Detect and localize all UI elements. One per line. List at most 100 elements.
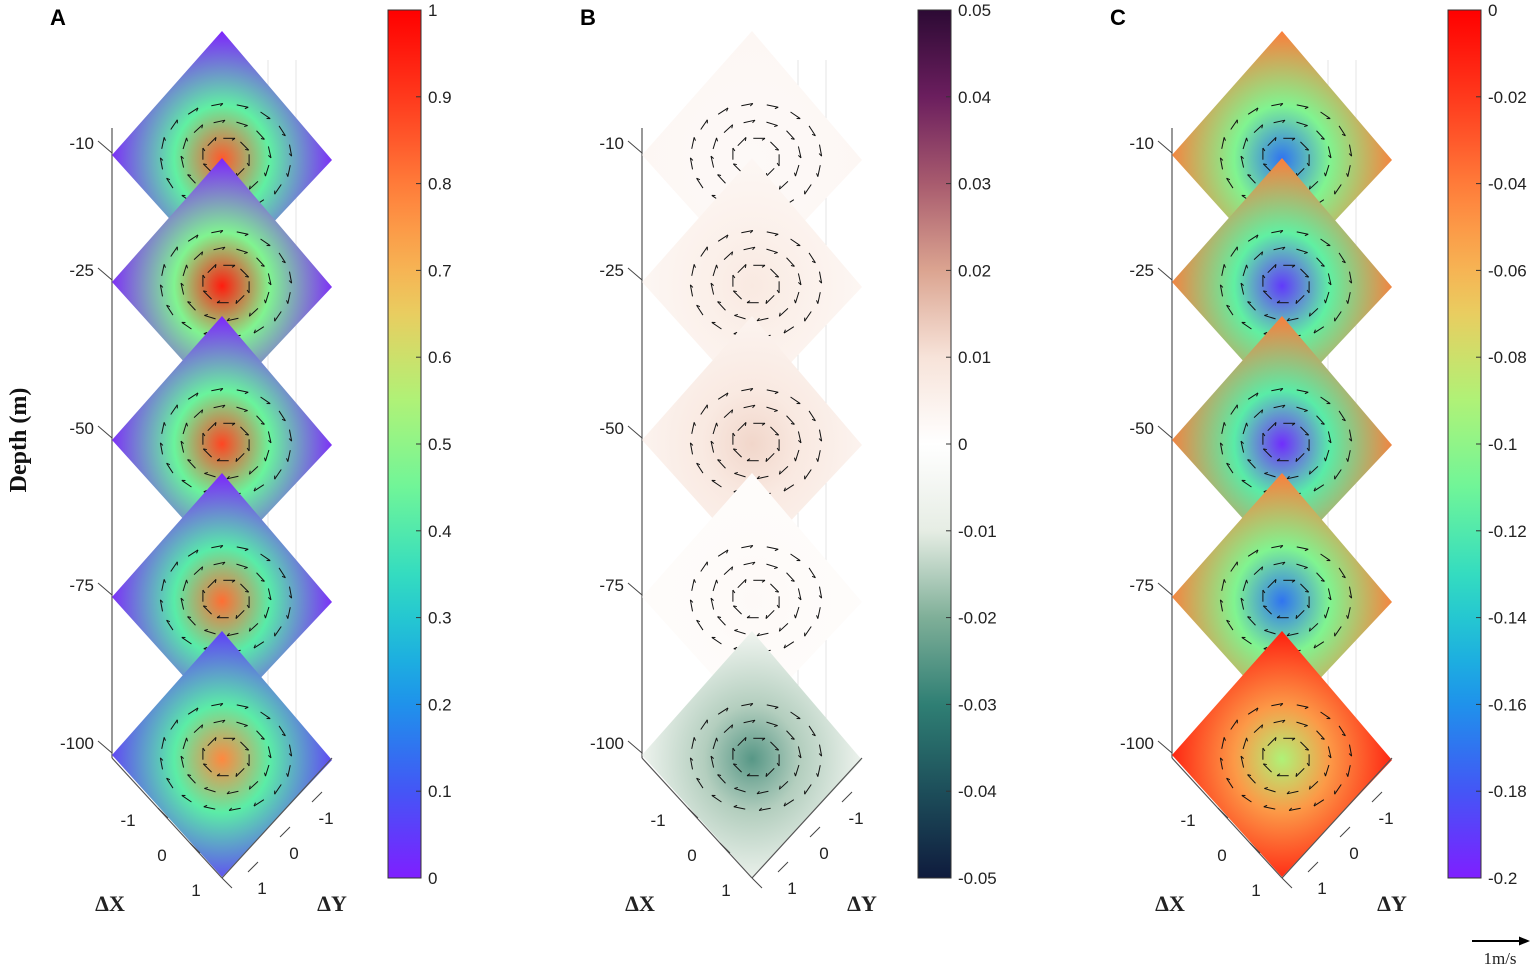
y-tick	[247, 861, 259, 873]
velocity-arrowhead	[790, 738, 795, 740]
velocity-arrowhead	[201, 409, 204, 414]
velocity-arrowhead	[244, 106, 249, 110]
depth-slice-1	[1172, 31, 1392, 277]
velocity-arrowhead	[260, 265, 265, 267]
velocity-arrowhead	[244, 548, 249, 552]
velocity-arrow	[226, 632, 239, 637]
velocity-arrow	[712, 264, 718, 277]
velocity-arrow	[288, 271, 293, 284]
velocity-arrowhead	[798, 155, 802, 159]
velocity-arrowhead	[696, 619, 701, 623]
velocity-arrowhead	[1274, 264, 1277, 269]
velocity-arrow	[797, 146, 802, 158]
velocity-arrowhead	[744, 579, 747, 584]
velocity-arrow	[1221, 579, 1225, 591]
velocity-arrow	[1241, 795, 1252, 803]
velocity-arrowhead	[693, 137, 696, 141]
x-axis-edge	[641, 757, 753, 879]
y-tick	[777, 861, 789, 873]
velocity-arrowhead	[765, 614, 768, 619]
velocity-arrow	[159, 284, 164, 297]
velocity-arrow	[737, 422, 747, 432]
velocity-arrowhead	[1263, 163, 1267, 166]
velocity-arrow	[741, 545, 753, 549]
velocity-arrowhead	[731, 409, 734, 414]
velocity-arrowhead	[1247, 459, 1252, 461]
velocity-arrowhead	[1246, 579, 1249, 584]
velocity-arrow	[804, 626, 812, 637]
velocity-arrowhead	[288, 153, 293, 157]
velocity-arrowhead	[1323, 172, 1326, 177]
velocity-arrow	[797, 431, 802, 443]
velocity-arrow	[817, 607, 821, 619]
velocity-arrowhead	[260, 738, 265, 740]
velocity-arrowhead	[222, 119, 226, 124]
x-tick-label: 0	[157, 846, 166, 865]
velocity-arrowhead	[811, 260, 816, 264]
depth-tick-label: -100	[60, 734, 94, 753]
velocity-arrow	[689, 284, 694, 297]
velocity-arrowhead	[1263, 331, 1268, 335]
velocity-arrow	[236, 104, 249, 108]
velocity-arrowhead	[180, 155, 184, 159]
colorbar-tick-label: -0.03	[958, 695, 997, 714]
velocity-arrowhead	[245, 148, 249, 151]
velocity-arrowhead	[818, 753, 823, 757]
velocity-arrow	[1242, 737, 1248, 750]
velocity-arrow	[779, 180, 789, 190]
velocity-arrowhead	[1261, 566, 1264, 571]
velocity-arrow	[766, 704, 779, 708]
velocity-arrow	[166, 462, 174, 474]
velocity-arrowhead	[717, 174, 722, 176]
velocity-arrowhead	[216, 458, 221, 462]
velocity-arrow	[204, 629, 216, 635]
velocity-arrowhead	[244, 125, 248, 128]
velocity-arrowhead	[775, 590, 779, 593]
velocity-arrowhead	[732, 274, 736, 279]
velocity-arrow	[790, 238, 801, 246]
velocity-arrow	[1271, 230, 1283, 234]
velocity-arrowhead	[260, 138, 265, 140]
velocity-arrowhead	[1288, 807, 1293, 811]
velocity-arrowhead	[1341, 575, 1346, 579]
velocity-arrowhead	[717, 301, 722, 303]
velocity-arrowhead	[226, 317, 230, 322]
velocity-arrow	[711, 480, 722, 488]
velocity-arrowhead	[260, 423, 265, 425]
velocity-arrowhead	[1320, 423, 1325, 425]
velocity-arrowhead	[716, 737, 719, 742]
velocity-arrow	[1324, 606, 1330, 619]
x-tick	[189, 842, 201, 854]
velocity-arrowhead	[1282, 719, 1286, 724]
velocity-arrow	[287, 450, 291, 462]
velocity-arrowhead	[1262, 274, 1266, 279]
velocity-arrowhead	[260, 580, 265, 582]
velocity-arrow	[712, 422, 718, 435]
velocity-arrow	[182, 137, 188, 150]
velocity-arrowhead	[1256, 707, 1259, 712]
velocity-arrowhead	[775, 275, 779, 278]
velocity-arrowhead	[1256, 107, 1259, 112]
velocity-arrow	[1271, 388, 1283, 392]
velocity-arrowhead	[244, 567, 248, 570]
velocity-arrowhead	[775, 433, 779, 436]
velocity-arrow	[790, 711, 801, 719]
velocity-arrowhead	[159, 284, 164, 288]
velocity-arrow	[256, 730, 265, 740]
velocity-arrow	[249, 780, 259, 790]
velocity-arrowhead	[187, 616, 192, 618]
velocity-arrow	[1289, 807, 1301, 811]
velocity-arrowhead	[818, 595, 823, 599]
velocity-arrow	[193, 124, 203, 134]
velocity-arrow	[213, 561, 226, 566]
depth-slice-1	[112, 31, 332, 277]
x-axis-edge	[1171, 757, 1283, 879]
velocity-arrowhead	[776, 762, 780, 767]
velocity-arrow	[278, 567, 286, 579]
velocity-arrow	[741, 103, 753, 107]
velocity-arrowhead	[1246, 422, 1249, 427]
depth-tick	[1157, 582, 1173, 596]
velocity-arrow	[1242, 422, 1248, 435]
velocity-arrowhead	[778, 627, 781, 632]
velocity-arrowhead	[1261, 124, 1264, 129]
